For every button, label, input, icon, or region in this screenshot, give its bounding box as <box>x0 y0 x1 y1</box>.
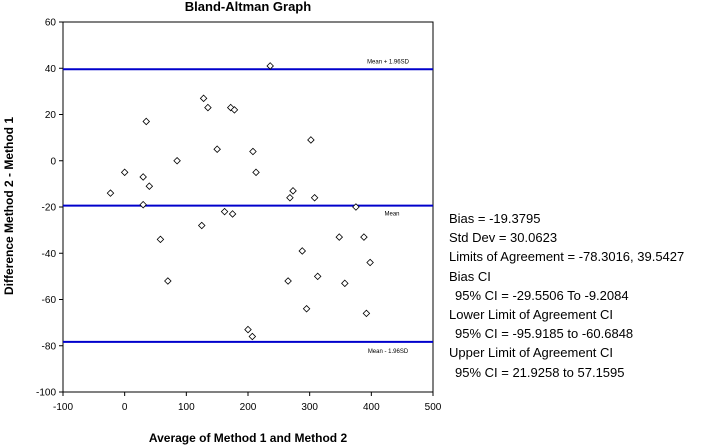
y-tick-label: -80 <box>42 341 57 352</box>
y-tick-label: -100 <box>36 388 56 399</box>
y-tick-label: 20 <box>45 110 57 121</box>
data-point <box>230 106 239 114</box>
data-point <box>173 156 181 165</box>
data-point <box>289 187 297 195</box>
data-point <box>139 200 147 209</box>
data-point <box>228 210 237 218</box>
bias-text: Bias = -19.3795 <box>449 211 541 226</box>
x-axis-label: Average of Method 1 and Method 2 <box>149 431 348 445</box>
x-tick-label: 400 <box>363 402 380 413</box>
data-point <box>220 207 229 216</box>
data-point <box>204 103 212 112</box>
data-point <box>248 332 257 341</box>
data-point <box>164 277 172 285</box>
data-point <box>252 168 260 177</box>
data-point <box>226 103 235 112</box>
x-tick-label: 100 <box>178 402 195 413</box>
x-tick-label: 0 <box>122 402 128 413</box>
y-tick-label: 40 <box>45 64 57 75</box>
y-tick-label: -20 <box>42 203 57 214</box>
reference-line-label: Mean + 1.96SD <box>367 59 410 65</box>
data-point <box>307 136 315 144</box>
x-tick-label: -100 <box>53 402 73 413</box>
bias-ci-label: Bias CI <box>449 268 491 284</box>
data-point <box>249 147 257 156</box>
data-point <box>244 325 252 334</box>
reference-lines: Mean + 1.96SD Mean Mean - 1.96SD <box>63 59 433 355</box>
data-point <box>284 277 292 285</box>
y-tick-label: 60 <box>45 18 57 29</box>
limits-text: Limits of Agreement = -78.3016, 39.5427 <box>449 249 685 265</box>
std-dev-text: Std Dev = 30.0623 <box>449 230 558 246</box>
data-point <box>310 193 319 202</box>
x-axis: -100 0 100 200 300 400 500 <box>53 392 442 413</box>
data-point <box>335 233 344 241</box>
data-point <box>341 279 349 288</box>
plot-area <box>62 21 434 393</box>
data-point <box>156 235 165 244</box>
data-point <box>352 203 360 211</box>
y-axis: -100 -80 -60 -40 -20 0 20 40 60 <box>36 18 63 399</box>
data-point <box>313 272 322 281</box>
bias-ci-text: 95% CI = -29.5506 To -9.2084 <box>455 287 629 303</box>
x-tick-label: 200 <box>240 402 257 413</box>
data-point <box>106 189 115 197</box>
data-point <box>120 168 129 177</box>
data-points <box>106 62 374 341</box>
data-point <box>213 145 221 153</box>
x-tick-label: 300 <box>301 402 318 413</box>
reference-line-label: Mean - 1.96SD <box>368 349 409 355</box>
y-axis-label: Difference Method 2 - Method 1 <box>2 117 16 295</box>
reference-line-label: Mean <box>384 212 399 218</box>
y-tick-label: 0 <box>50 156 56 167</box>
upper-ci-label: Upper Limit of Agreement CI <box>449 345 614 361</box>
statistics-panel: Bias = -19.3795 Std Dev = 30.0623 Limits… <box>449 209 684 382</box>
y-tick-label: -60 <box>42 295 57 306</box>
data-point <box>199 94 208 103</box>
data-point <box>142 117 151 126</box>
data-point <box>298 247 307 255</box>
data-point <box>286 193 294 202</box>
data-point <box>360 233 368 241</box>
lower-ci-text: 95% CI = -95.9185 to -60.6848 <box>455 326 634 342</box>
chart-title: Bland-Altman Graph <box>185 0 311 14</box>
lower-ci-label: Lower Limit of Agreement CI <box>449 307 614 323</box>
y-tick-label: -40 <box>42 249 57 260</box>
data-point <box>366 258 374 267</box>
data-point <box>266 62 274 70</box>
data-point <box>139 173 147 181</box>
data-point <box>362 309 371 318</box>
data-point <box>302 304 311 313</box>
data-point <box>145 182 154 190</box>
upper-ci-text: 95% CI = 21.9258 to 57.1595 <box>455 364 625 380</box>
x-tick-label: 500 <box>425 402 442 413</box>
data-point <box>197 221 206 230</box>
